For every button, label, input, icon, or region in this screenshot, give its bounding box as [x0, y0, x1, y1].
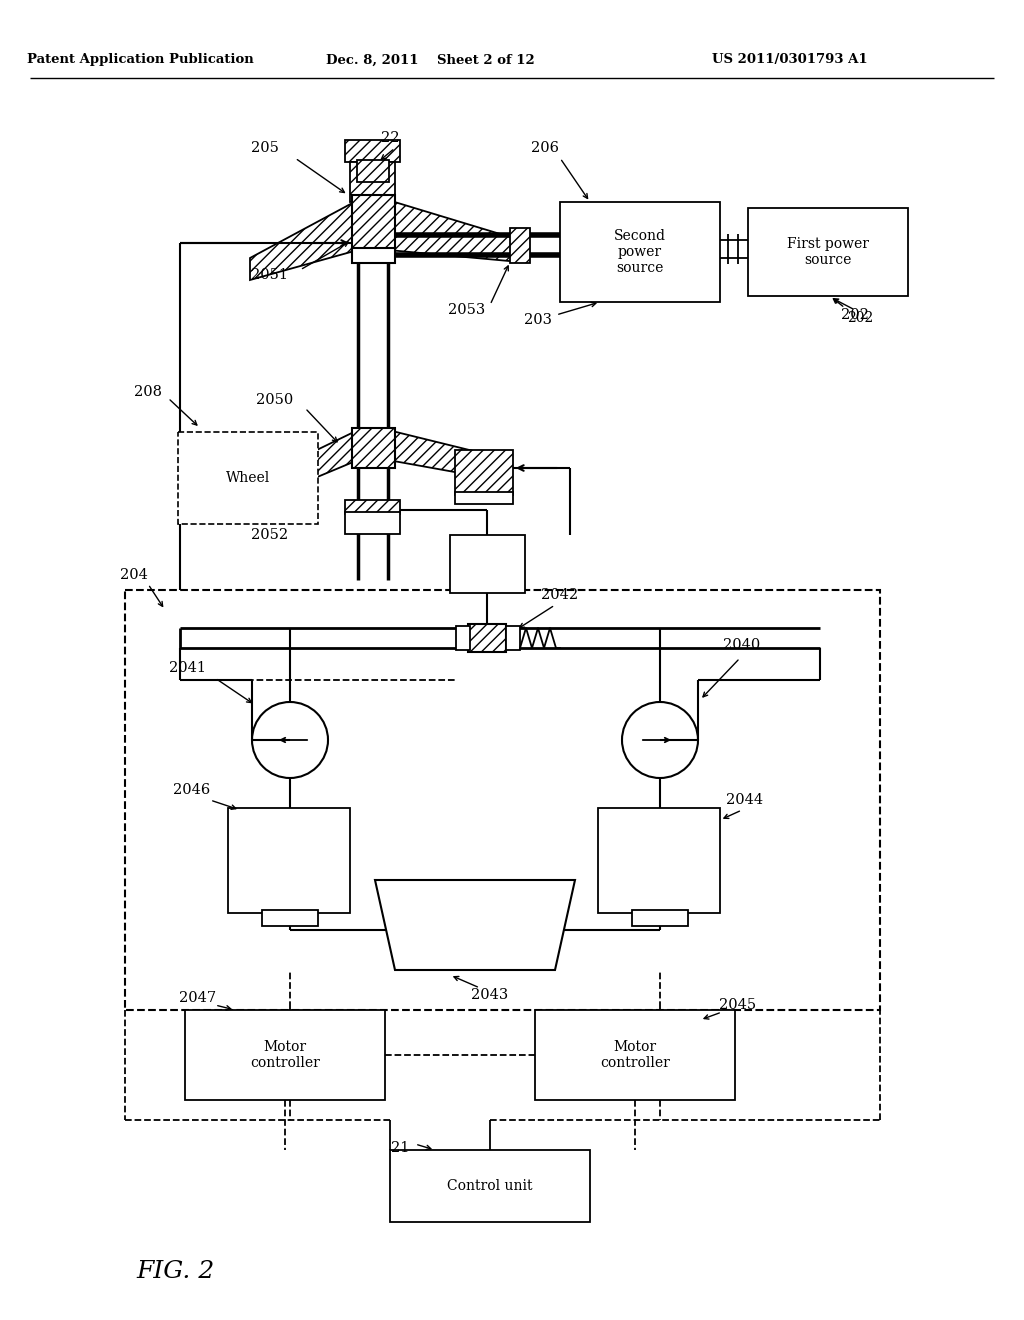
Text: 22: 22: [381, 131, 399, 145]
Bar: [560, 202, 720, 302]
Text: First power
source: First power source: [787, 236, 869, 267]
Text: 206: 206: [531, 141, 559, 154]
Bar: [357, 160, 389, 182]
Bar: [450, 535, 525, 593]
Text: Second
power
source: Second power source: [614, 228, 666, 275]
Text: 204: 204: [120, 568, 147, 582]
Text: Patent Application Publication: Patent Application Publication: [27, 54, 253, 66]
Text: 203: 203: [524, 313, 552, 327]
Bar: [352, 428, 395, 469]
Bar: [456, 626, 470, 649]
Text: Dec. 8, 2011    Sheet 2 of 12: Dec. 8, 2011 Sheet 2 of 12: [326, 54, 535, 66]
Text: 2051: 2051: [252, 268, 289, 282]
Bar: [455, 492, 513, 504]
Text: Wheel: Wheel: [226, 471, 270, 484]
Bar: [262, 909, 318, 927]
Polygon shape: [388, 201, 520, 261]
Text: 21: 21: [391, 1140, 410, 1155]
Text: 2047: 2047: [179, 991, 216, 1005]
Bar: [468, 624, 506, 652]
Text: US 2011/0301793 A1: US 2011/0301793 A1: [712, 54, 867, 66]
Bar: [125, 590, 880, 1010]
Bar: [510, 228, 530, 263]
Bar: [178, 432, 318, 524]
Text: 2053: 2053: [449, 304, 485, 317]
Text: 208: 208: [134, 385, 162, 399]
Bar: [506, 626, 520, 649]
Bar: [352, 195, 395, 253]
Text: 205: 205: [251, 141, 279, 154]
Bar: [632, 909, 688, 927]
Bar: [345, 500, 400, 513]
Bar: [535, 1010, 735, 1100]
Bar: [390, 1150, 590, 1222]
Polygon shape: [255, 430, 358, 503]
Bar: [748, 209, 908, 296]
Bar: [345, 512, 400, 535]
Bar: [228, 808, 350, 913]
Text: FIG. 2: FIG. 2: [136, 1261, 214, 1283]
Text: 2046: 2046: [173, 783, 211, 797]
Polygon shape: [250, 201, 358, 280]
Text: 2040: 2040: [723, 638, 761, 652]
Bar: [350, 162, 395, 202]
Bar: [455, 450, 513, 495]
Text: 2044: 2044: [726, 793, 764, 807]
Text: 2043: 2043: [471, 987, 509, 1002]
Text: Control unit: Control unit: [447, 1179, 532, 1193]
Text: 202: 202: [841, 308, 869, 322]
Text: 2042: 2042: [542, 587, 579, 602]
Text: Motor
controller: Motor controller: [600, 1040, 670, 1071]
Text: 2045: 2045: [720, 998, 757, 1012]
Bar: [345, 140, 400, 162]
Polygon shape: [388, 430, 510, 482]
Text: 2041: 2041: [170, 661, 207, 675]
Bar: [598, 808, 720, 913]
Text: 2052: 2052: [252, 528, 289, 543]
Polygon shape: [375, 880, 575, 970]
Text: 202: 202: [847, 312, 873, 325]
Text: 2050: 2050: [256, 393, 294, 407]
Bar: [185, 1010, 385, 1100]
Text: Motor
controller: Motor controller: [250, 1040, 319, 1071]
Bar: [352, 248, 395, 263]
